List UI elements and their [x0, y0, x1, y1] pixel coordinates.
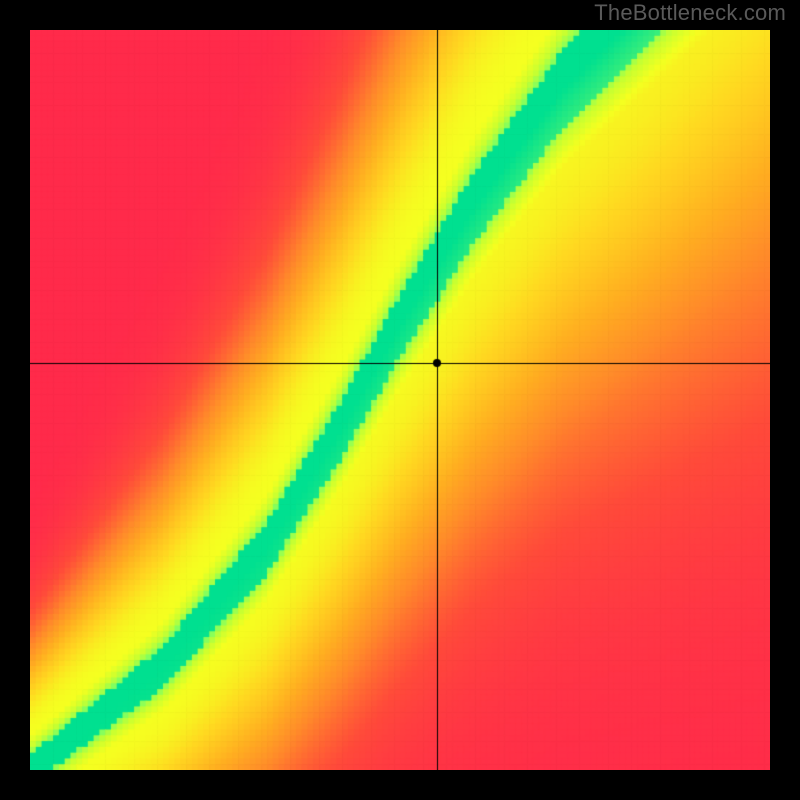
chart-container: TheBottleneck.com — [0, 0, 800, 800]
bottleneck-heatmap — [30, 30, 770, 770]
watermark-text: TheBottleneck.com — [594, 0, 786, 26]
